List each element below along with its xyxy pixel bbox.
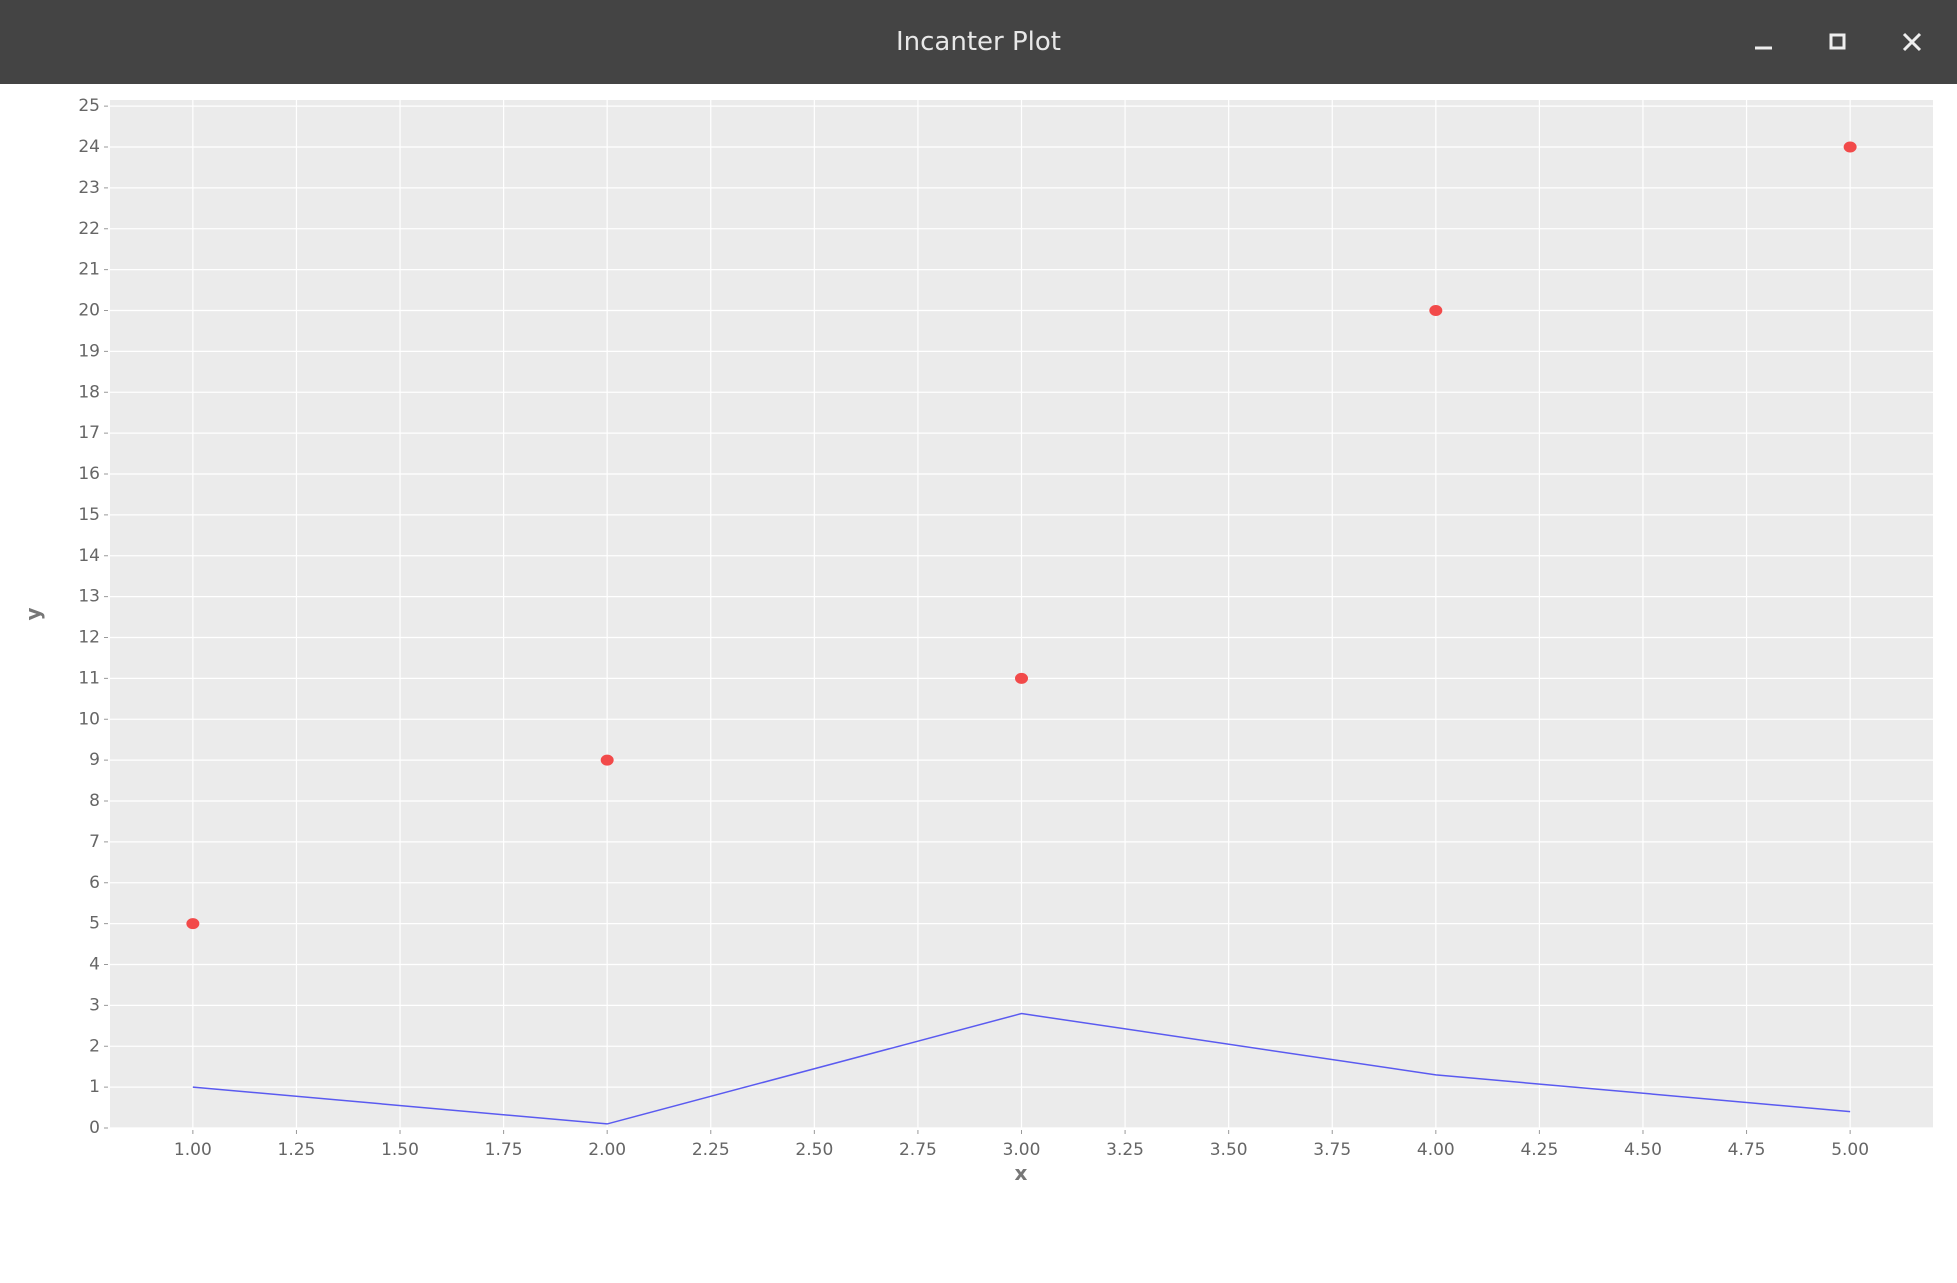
chart: x y 012345678910111213141516171819202122… <box>21 96 1933 1185</box>
y-tick-label: 1 <box>89 1077 100 1097</box>
title-bar: Incanter Plot <box>0 0 1957 84</box>
x-axis-label: x <box>1015 1161 1028 1185</box>
window-controls <box>1755 32 1922 52</box>
x-tick-label: 1.25 <box>278 1140 316 1160</box>
y-tick-label: 23 <box>78 178 100 198</box>
y-tick-label: 10 <box>78 709 100 729</box>
x-tick-label: 2.75 <box>899 1140 937 1160</box>
x-tick-label: 2.50 <box>795 1140 833 1160</box>
y-tick-label: 19 <box>78 341 100 361</box>
y-tick-label: 2 <box>89 1036 100 1056</box>
y-tick-label: 15 <box>78 505 100 525</box>
x-tick-label: 4.50 <box>1624 1140 1662 1160</box>
y-tick-label: 3 <box>89 995 100 1015</box>
y-tick-label: 13 <box>78 587 100 607</box>
x-tick-label: 4.00 <box>1417 1140 1455 1160</box>
data-point <box>1429 305 1443 317</box>
data-line <box>192 1012 1851 1125</box>
y-tick-label: 12 <box>78 628 100 648</box>
maximize-button[interactable] <box>1829 33 1846 50</box>
y-tick-label: 20 <box>78 301 100 321</box>
data-point <box>1843 141 1857 153</box>
window-title: Incanter Plot <box>895 27 1061 57</box>
y-tick-label: 18 <box>78 382 100 402</box>
x-tick-label: 4.25 <box>1520 1140 1558 1160</box>
y-tick-label: 17 <box>78 423 100 443</box>
x-tick-label: 2.25 <box>692 1140 730 1160</box>
y-tick-label: 14 <box>78 546 100 566</box>
x-tick-label: 3.25 <box>1106 1140 1144 1160</box>
y-axis-label: y <box>21 607 45 620</box>
x-tick-label: 1.50 <box>381 1140 419 1160</box>
x-tick-label: 3.75 <box>1313 1140 1351 1160</box>
data-point <box>186 918 200 930</box>
y-tick-label: 5 <box>89 914 100 934</box>
y-tick-label: 9 <box>89 750 100 770</box>
x-tick-label: 4.75 <box>1728 1140 1766 1160</box>
y-tick-label: 24 <box>78 137 100 157</box>
y-tick-label: 16 <box>78 464 100 484</box>
y-tick-label: 22 <box>78 219 100 239</box>
y-tick-label: 21 <box>78 260 100 280</box>
page: Incanter Plot x y 0 1 2 3 4 5 6 7 8 9 10 11 12 13 14 15… <box>0 0 1957 1185</box>
y-tick-label: 0 <box>89 1118 100 1138</box>
y-tick-label: 7 <box>89 832 100 852</box>
close-button[interactable] <box>1902 32 1922 52</box>
x-tick-label: 2.00 <box>588 1140 626 1160</box>
y-tick-label: 6 <box>89 873 100 893</box>
y-tick-label: 25 <box>78 96 100 116</box>
x-tick-label: 1.00 <box>174 1140 212 1160</box>
y-tick-label: 4 <box>89 955 100 975</box>
data-point <box>1015 672 1028 684</box>
y-tick-label: 11 <box>78 668 100 688</box>
x-tick-label: 3.00 <box>1003 1140 1041 1160</box>
x-tick-label: 5.00 <box>1831 1140 1869 1160</box>
data-point <box>600 754 614 766</box>
x-tick-label: 3.50 <box>1210 1140 1248 1160</box>
x-tick-label: 1.75 <box>485 1140 523 1160</box>
y-tick-label: 8 <box>89 791 100 811</box>
